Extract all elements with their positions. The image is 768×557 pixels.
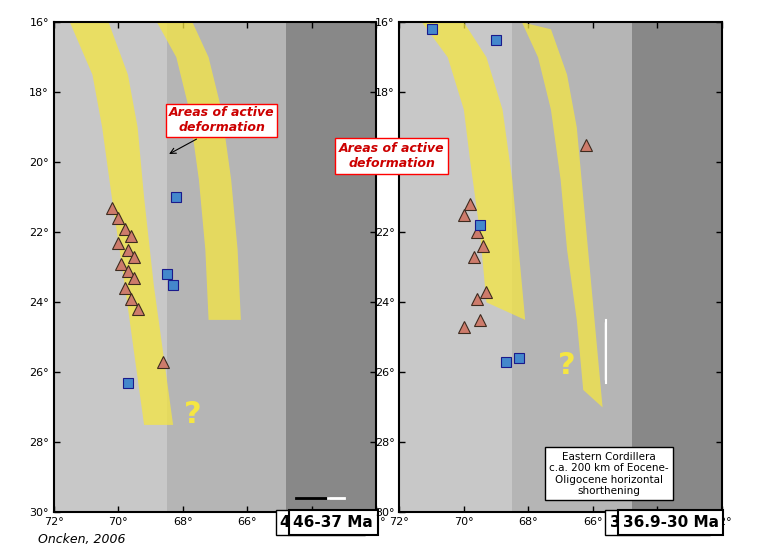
Polygon shape — [631, 22, 722, 512]
Text: Areas of active
deformation: Areas of active deformation — [339, 142, 445, 170]
Text: Areas of active
deformation: Areas of active deformation — [169, 106, 274, 134]
Polygon shape — [70, 22, 173, 425]
Text: ?: ? — [558, 351, 576, 380]
Polygon shape — [54, 22, 167, 512]
Polygon shape — [522, 22, 603, 407]
Text: 46-37 Ma: 46-37 Ma — [280, 515, 360, 530]
Polygon shape — [399, 22, 512, 512]
Polygon shape — [157, 22, 241, 320]
Text: Eastern Cordillera
c.a. 200 km of Eocene-
Oligocene horizontal
shorthening: Eastern Cordillera c.a. 200 km of Eocene… — [549, 452, 669, 496]
Text: 36.9-30 Ma: 36.9-30 Ma — [610, 515, 706, 530]
Polygon shape — [286, 22, 376, 512]
Polygon shape — [422, 22, 525, 320]
Text: 46-37 Ma: 46-37 Ma — [293, 515, 373, 530]
Text: 36.9-30 Ma: 36.9-30 Ma — [623, 515, 719, 530]
Text: ?: ? — [184, 400, 201, 429]
Text: Oncken, 2006: Oncken, 2006 — [38, 533, 126, 546]
